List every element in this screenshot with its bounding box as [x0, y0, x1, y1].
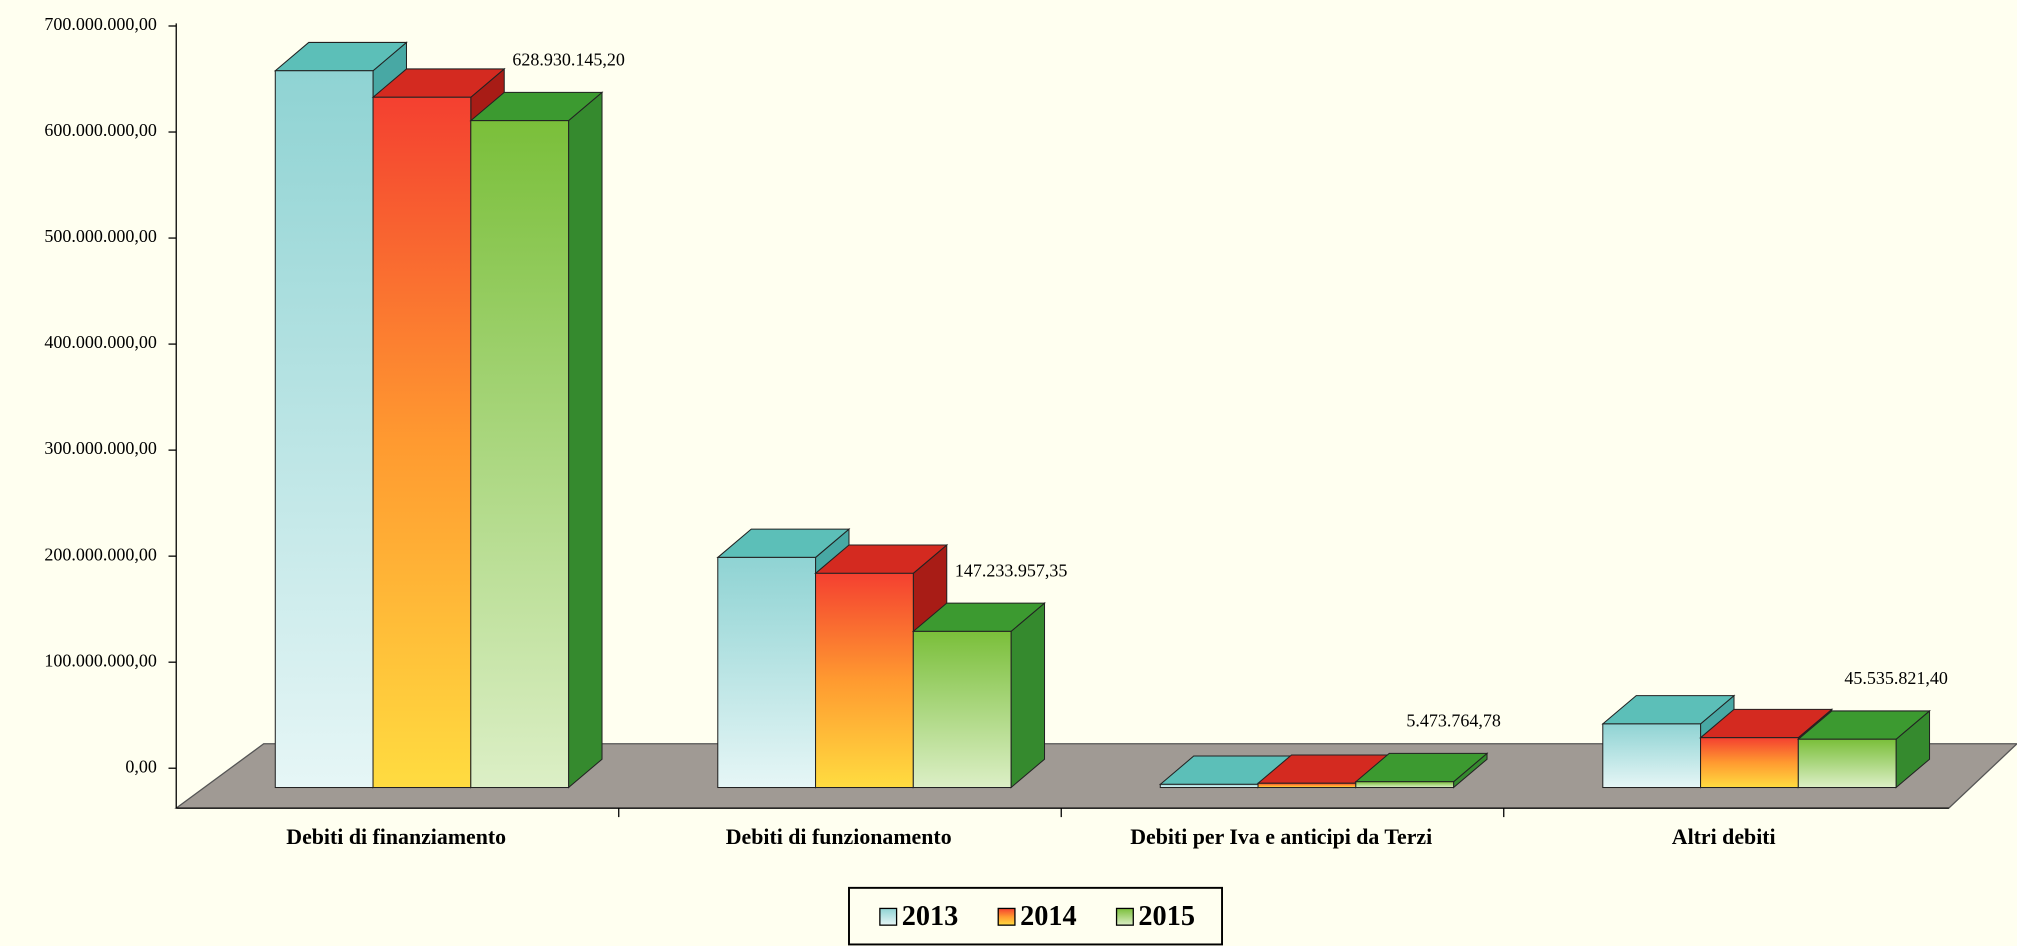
bar-front — [372, 96, 472, 789]
bar — [1796, 709, 1931, 789]
x-tick-label: Altri debiti — [1672, 825, 1776, 849]
bar — [911, 601, 1046, 789]
y-tick-label: 500.000.000,00 — [44, 226, 157, 246]
y-tick-label: 300.000.000,00 — [44, 438, 157, 458]
legend-swatch — [1115, 907, 1134, 926]
bar-front — [470, 120, 570, 789]
bar-front — [1159, 783, 1259, 789]
bar — [1354, 752, 1489, 789]
bar-front — [815, 572, 914, 789]
y-tick-label: 600.000.000,00 — [44, 120, 157, 140]
legend-label: 2013 — [902, 901, 959, 932]
value-label: 45.535.821,40 — [1844, 668, 1948, 688]
bar-front — [1700, 737, 1799, 789]
x-tick-label: Debiti di finanziamento — [286, 825, 506, 849]
bar-side — [1010, 601, 1046, 789]
legend-swatch — [997, 907, 1016, 926]
bar — [469, 91, 604, 789]
value-label: 628.930.145,20 — [512, 50, 625, 70]
bar-front — [274, 70, 374, 789]
value-label: 147.233.957,35 — [955, 560, 1068, 580]
value-label: 5.473.764,78 — [1406, 711, 1500, 731]
bar-front — [1797, 738, 1897, 789]
y-tick-label: 100.000.000,00 — [44, 650, 157, 670]
bar-front — [912, 630, 1012, 789]
x-tick-label: Debiti di funzionamento — [726, 825, 952, 849]
bar-front — [717, 556, 817, 789]
bar-front — [1602, 723, 1702, 789]
bar-front — [1355, 781, 1455, 789]
bar-front — [1257, 782, 1357, 789]
legend-swatch — [879, 907, 898, 926]
legend-label: 2014 — [1020, 901, 1077, 932]
legend-label: 2015 — [1138, 901, 1195, 932]
y-tick-label: 200.000.000,00 — [44, 544, 157, 564]
bar — [814, 543, 949, 789]
y-tick-label: 400.000.000,00 — [44, 332, 157, 352]
y-tick-label: 700.000.000,00 — [44, 14, 157, 34]
bar-side — [568, 91, 603, 789]
y-tick-label: 0,00 — [125, 756, 157, 776]
x-tick-label: Debiti per Iva e anticipi da Terzi — [1130, 825, 1432, 849]
legend — [848, 886, 1223, 946]
